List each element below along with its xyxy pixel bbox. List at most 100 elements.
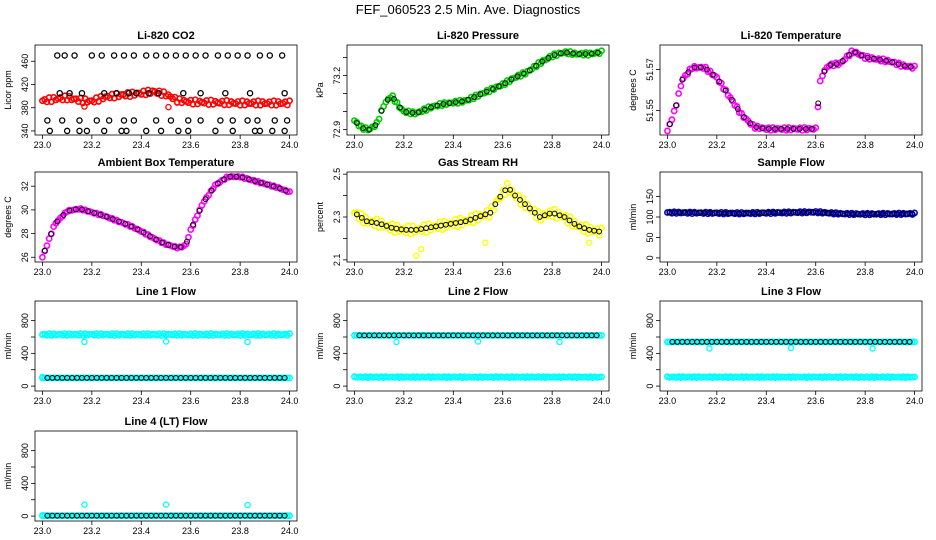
x-tick-label: 23.0 <box>659 140 677 150</box>
data-point <box>227 173 234 180</box>
data-point <box>286 97 293 105</box>
x-tick-label: 23.0 <box>346 396 364 406</box>
data-point <box>256 52 264 59</box>
chart-panel-9: Line 3 Flow 23.0 23.2 23.4 23.6 23.8 24.0 0 400 8… <box>628 286 923 406</box>
data-point <box>772 125 778 132</box>
data-point <box>81 103 88 110</box>
y-tick-label: 26 <box>20 252 30 262</box>
data-point <box>258 179 265 186</box>
data-point <box>716 78 723 85</box>
data-point <box>393 338 400 346</box>
data-point <box>208 187 215 194</box>
data-point <box>224 52 232 59</box>
data-point <box>110 52 118 59</box>
data-point <box>784 125 791 132</box>
data-point <box>734 106 741 112</box>
data-point <box>60 212 67 218</box>
data-point <box>155 89 162 97</box>
data-point <box>378 221 385 228</box>
data-point <box>527 205 533 212</box>
x-tick-label: 23.2 <box>83 267 101 277</box>
data-point <box>122 220 129 227</box>
data-point <box>474 338 482 345</box>
data-point <box>353 120 360 126</box>
data-point <box>582 51 589 57</box>
y-tick-label: 2.5 <box>332 168 342 181</box>
data-point <box>130 52 138 59</box>
data-point <box>217 117 224 124</box>
data-point <box>378 108 385 114</box>
y-tick-label: 50 <box>645 232 655 242</box>
data-point <box>244 338 251 346</box>
data-point <box>911 62 918 70</box>
data-point <box>685 69 692 76</box>
data-point <box>153 236 160 243</box>
data-point <box>670 107 678 115</box>
x-tick-label: 23.4 <box>445 267 463 277</box>
data-point <box>76 127 83 135</box>
data-point <box>889 59 896 66</box>
data-point <box>63 127 71 135</box>
data-point <box>162 338 170 345</box>
data-point <box>477 91 484 98</box>
data-point <box>142 127 150 135</box>
panel-title: Line 3 Flow <box>761 286 821 298</box>
plot-frame <box>659 44 923 136</box>
data-point <box>239 174 246 181</box>
x-tick-label: 24.0 <box>593 267 611 277</box>
data-point <box>271 117 279 124</box>
series-4 <box>669 339 913 345</box>
data-point <box>733 103 741 110</box>
data-point <box>522 201 528 208</box>
x-tick-label: 23.8 <box>856 140 874 150</box>
data-point <box>286 330 293 337</box>
series-3 <box>353 186 603 235</box>
data-point <box>571 220 578 227</box>
chart-panel-8: Line 2 Flow 23.0 23.2 23.4 23.6 23.8 24.0 0 400 8… <box>315 286 610 406</box>
x-tick-label: 23.8 <box>231 526 249 536</box>
x-tick-label: 24.0 <box>906 140 924 150</box>
x-tick-label: 23.2 <box>708 396 726 406</box>
data-point <box>581 225 588 232</box>
data-point <box>229 127 236 135</box>
data-point <box>233 173 240 180</box>
data-point <box>728 96 735 103</box>
data-point <box>123 127 130 135</box>
x-tick-label: 23.6 <box>182 396 200 406</box>
panel-title: Li-820 Temperature <box>741 30 842 42</box>
data-point <box>908 338 916 346</box>
series-3 <box>44 52 291 135</box>
x-tick-label: 23.4 <box>133 526 151 536</box>
data-point <box>598 373 605 381</box>
x-tick-label: 23.2 <box>83 526 101 536</box>
data-point <box>276 185 283 192</box>
data-point <box>358 214 365 221</box>
data-point <box>264 181 271 188</box>
data-point <box>202 52 209 59</box>
data-point <box>120 117 128 124</box>
y-tick-label: 460 <box>20 54 30 69</box>
data-point <box>184 127 192 135</box>
data-point <box>759 125 766 132</box>
x-tick-label: 23.2 <box>83 396 101 406</box>
y-axis-label: ml/min <box>628 333 638 360</box>
series-4 <box>44 375 288 381</box>
chart-panel-7: Line 1 Flow 23.0 23.2 23.4 23.6 23.8 24.0 0 400 8… <box>3 286 298 406</box>
data-point <box>81 501 88 508</box>
series-2 <box>353 49 601 133</box>
data-point <box>536 214 543 220</box>
data-point <box>190 221 197 228</box>
chart-panel-2: Li-820 Pressure 23.0 23.2 23.4 23.6 23.8 24.0 7… <box>315 30 610 150</box>
data-point <box>125 89 133 97</box>
data-point <box>489 86 496 92</box>
y-tick-label: 400 <box>332 346 342 361</box>
data-point <box>809 125 815 132</box>
data-point <box>490 206 498 214</box>
x-tick-label: 24.0 <box>281 140 299 150</box>
data-point <box>421 106 428 113</box>
y-tick-label: 800 <box>20 443 30 458</box>
panel-title: Li-820 Pressure <box>437 30 519 42</box>
series-2 <box>664 373 918 381</box>
data-point <box>911 373 918 381</box>
